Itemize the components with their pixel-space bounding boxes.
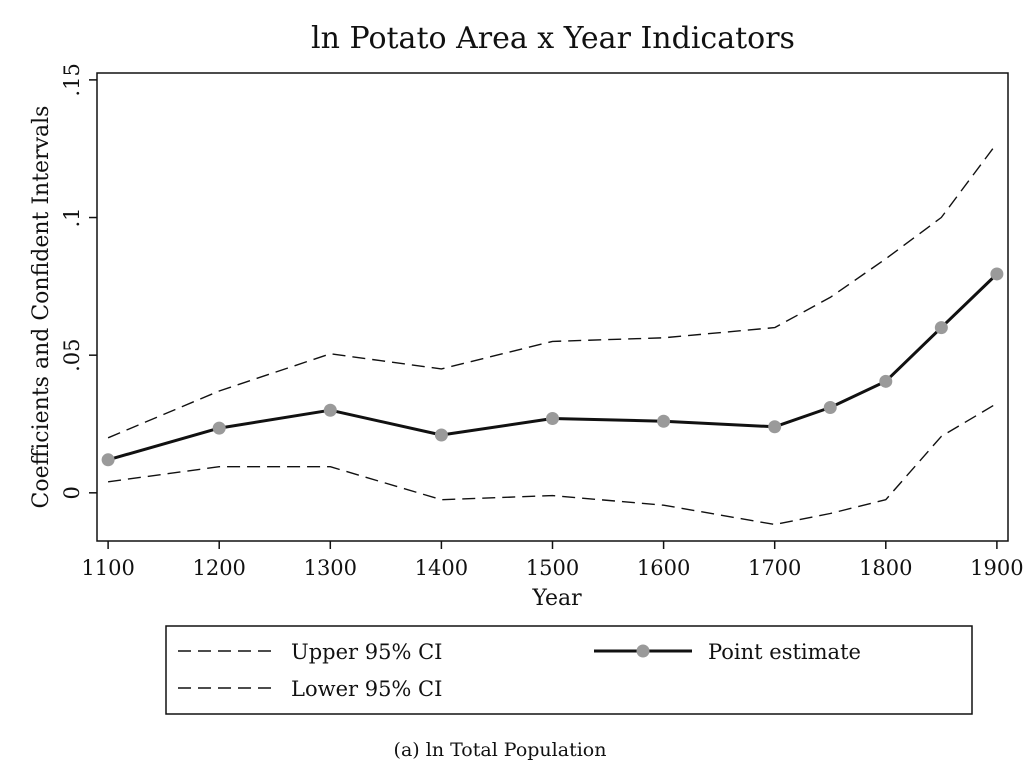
point-estimate-marker xyxy=(212,421,226,435)
series-layer xyxy=(101,142,1004,526)
y-tick-label: 0 xyxy=(60,486,84,499)
legend-upper-label: Upper 95% CI xyxy=(291,640,442,664)
x-tick-label: 1400 xyxy=(415,556,468,580)
point-estimate-marker xyxy=(934,321,948,335)
point-estimate-marker xyxy=(879,374,893,388)
x-tick-label: 1300 xyxy=(304,556,357,580)
x-tick-label: 1900 xyxy=(970,556,1023,580)
x-tick-label: 1700 xyxy=(748,556,801,580)
legend-point-marker xyxy=(636,644,650,658)
point-estimate-marker xyxy=(323,403,337,417)
plot-frame xyxy=(96,72,1009,542)
x-axis: 1100 1200 1300 1400 1500 1600 1700 1800 1900 xyxy=(81,541,1024,580)
point-estimate-marker xyxy=(101,453,115,467)
x-tick-label: 1100 xyxy=(81,556,134,580)
legend-point-label: Point estimate xyxy=(708,640,861,664)
y-tick-label: .1 xyxy=(60,208,84,228)
point-estimate-marker xyxy=(657,414,671,428)
chart-title: ln Potato Area x Year Indicators xyxy=(311,21,795,56)
x-tick-label: 1800 xyxy=(859,556,912,580)
point-estimate-marker xyxy=(768,420,782,434)
series-line-upper xyxy=(107,142,998,439)
legend: Upper 95% CI Lower 95% CI Point estimate xyxy=(165,625,973,715)
series-line-point xyxy=(107,272,998,462)
x-tick-label: 1200 xyxy=(192,556,245,580)
x-tick-label: 1600 xyxy=(637,556,690,580)
y-tick-label: .05 xyxy=(60,338,84,371)
y-tick-label: .15 xyxy=(60,63,84,96)
y-axis: 0 .05 .1 .15 xyxy=(60,63,97,500)
x-tick-label: 1500 xyxy=(526,556,579,580)
point-estimate-marker xyxy=(990,267,1004,281)
legend-box xyxy=(165,625,973,715)
point-estimate-marker xyxy=(434,428,448,442)
series-line-lower xyxy=(108,402,998,526)
legend-lower-label: Lower 95% CI xyxy=(291,677,442,701)
y-axis-label: Coefficients and Confident Intervals xyxy=(29,106,54,509)
figure-caption: (a) ln Total Population xyxy=(394,739,607,761)
x-axis-label: Year xyxy=(531,586,582,611)
point-estimate-marker xyxy=(546,411,559,425)
point-estimate-marker xyxy=(823,400,837,414)
